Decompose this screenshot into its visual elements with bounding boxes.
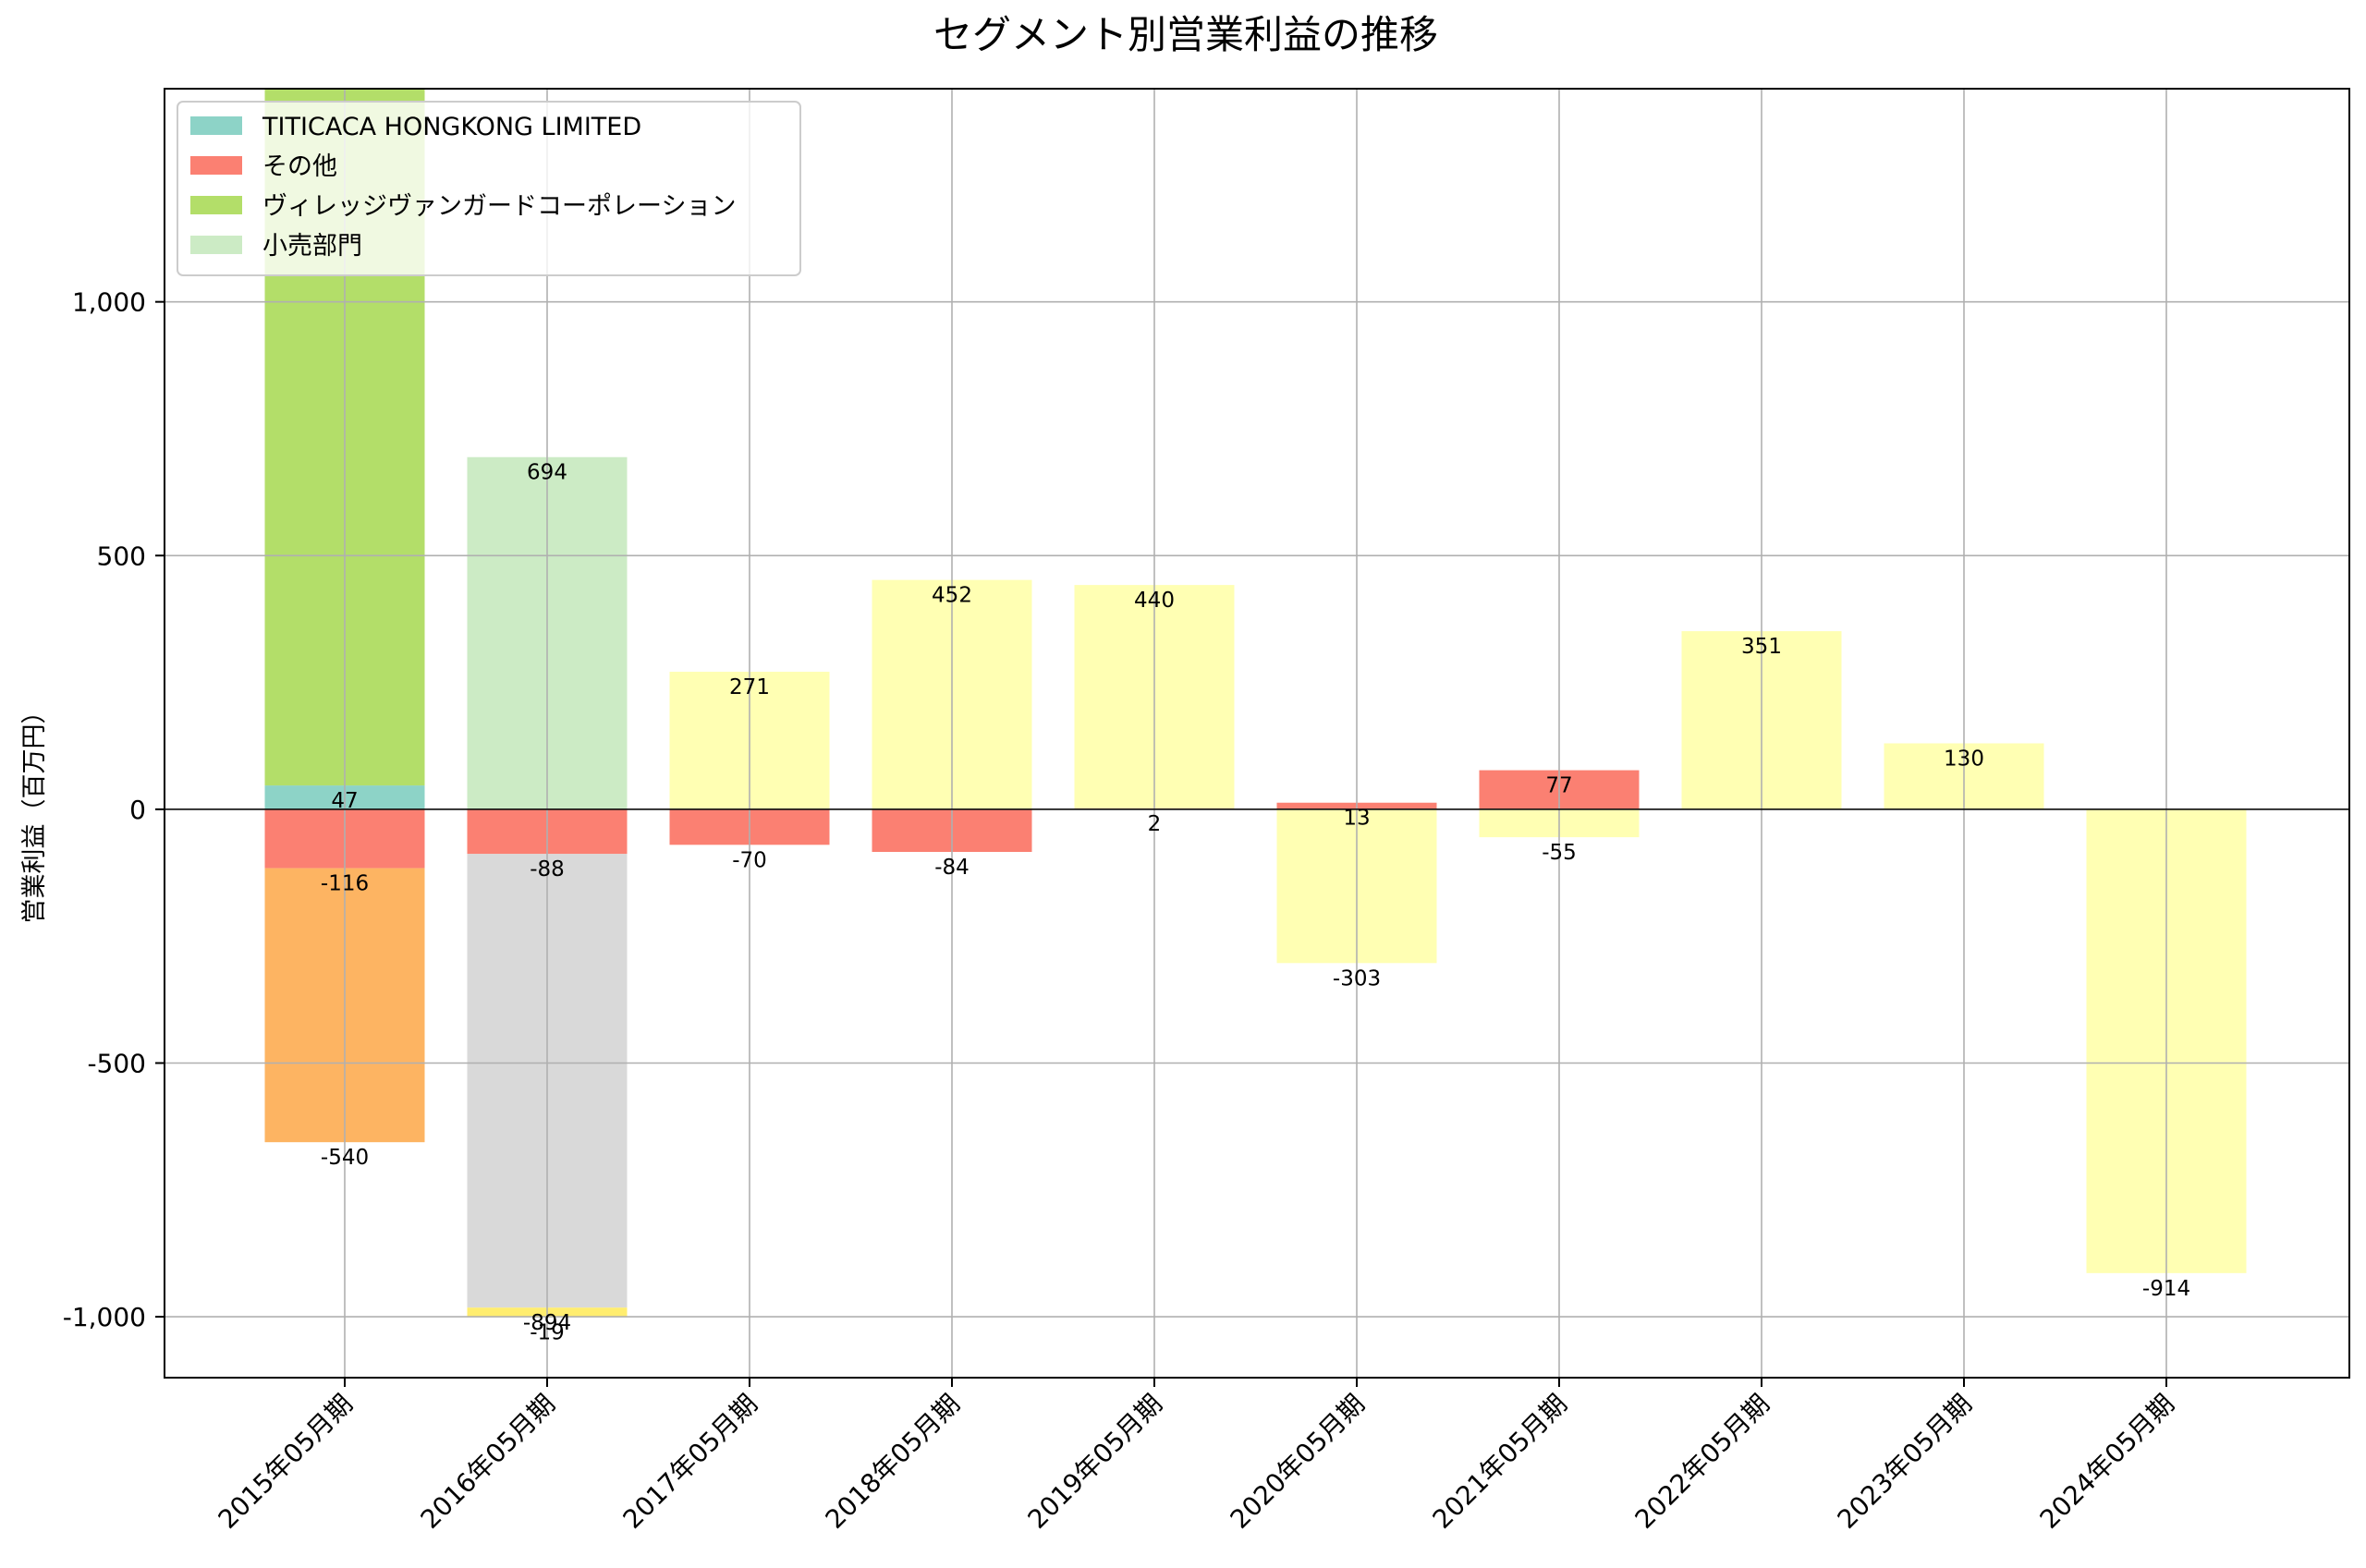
x-tick-label: 2024年05月期 — [2034, 1389, 2180, 1535]
x-tick-label: 2021年05月期 — [1427, 1389, 1573, 1535]
data-label: 47 — [331, 789, 358, 813]
legend-box — [177, 101, 801, 276]
x-tick-label: 2016年05月期 — [415, 1389, 561, 1535]
axes-frame — [164, 88, 2350, 1379]
data-label: 440 — [1134, 589, 1175, 613]
data-labels: 47 -116 -540 694 -88 -894-19 271 -70 452 -84 2 440 1… — [321, 461, 2190, 1345]
data-label: -88 — [530, 857, 565, 881]
data-label: 77 — [1545, 774, 1572, 798]
x-tick-label: 2019年05月期 — [1022, 1389, 1168, 1535]
data-label: -914 — [2142, 1277, 2190, 1301]
data-label: 694 — [527, 461, 567, 485]
y-tick-label: 500 — [97, 541, 146, 571]
x-tick-label: 2020年05月期 — [1225, 1389, 1371, 1535]
data-label: 452 — [932, 584, 972, 608]
data-label: -84 — [934, 856, 970, 880]
legend-swatch — [190, 196, 242, 214]
data-label: -19 — [530, 1321, 565, 1345]
x-tick-label: 2023年05月期 — [1832, 1389, 1978, 1535]
x-axis: 2015年05月期 2016年05月期 2017年05月期 2018年05月期 2019… — [213, 1378, 2180, 1535]
data-label: 271 — [729, 675, 770, 699]
legend-swatch — [190, 116, 242, 135]
y-tick-label: 1,000 — [72, 287, 146, 318]
data-label: 130 — [1944, 747, 1984, 771]
legend: TITICACA HONGKONG LIMITED その他ヴィレッジヴァンガードコ… — [177, 101, 801, 276]
y-axis: -1,000 -500 0 500 1,000 — [63, 287, 165, 1332]
data-label: -540 — [321, 1146, 369, 1170]
chart-title: セグメント別営業利益の推移 — [933, 12, 1438, 57]
y-tick-label: 0 — [129, 795, 146, 825]
x-tick-label: 2017年05月期 — [617, 1389, 763, 1535]
legend-label: 小売部門 — [262, 232, 362, 261]
data-label: 2 — [1148, 812, 1162, 836]
x-tick-label: 2015年05月期 — [213, 1389, 359, 1535]
legend-label: TITICACA HONGKONG LIMITED — [262, 113, 641, 141]
data-label: 13 — [1343, 807, 1370, 831]
x-tick-label: 2018年05月期 — [820, 1389, 966, 1535]
y-tick-label: -1,000 — [63, 1302, 146, 1332]
legend-swatch — [190, 156, 242, 175]
data-label: -116 — [321, 872, 369, 896]
data-label: -55 — [1542, 841, 1577, 865]
legend-label: ヴィレッジヴァンガードコーポレーション — [262, 192, 736, 221]
data-label: -70 — [732, 848, 767, 872]
legend-label: その他 — [262, 152, 337, 181]
y-axis-label: 営業利益（百万円） — [20, 699, 49, 924]
legend-swatch — [190, 236, 242, 254]
y-tick-label: -500 — [87, 1048, 146, 1078]
data-label: 351 — [1741, 635, 1782, 659]
x-tick-label: 2022年05月期 — [1629, 1389, 1775, 1535]
data-label: -894 — [523, 1311, 571, 1335]
data-label: -303 — [1333, 966, 1381, 991]
plot-area: 47 -116 -540 694 -88 -894-19 271 -70 452 -84 2 440 1… — [63, 88, 2350, 1535]
